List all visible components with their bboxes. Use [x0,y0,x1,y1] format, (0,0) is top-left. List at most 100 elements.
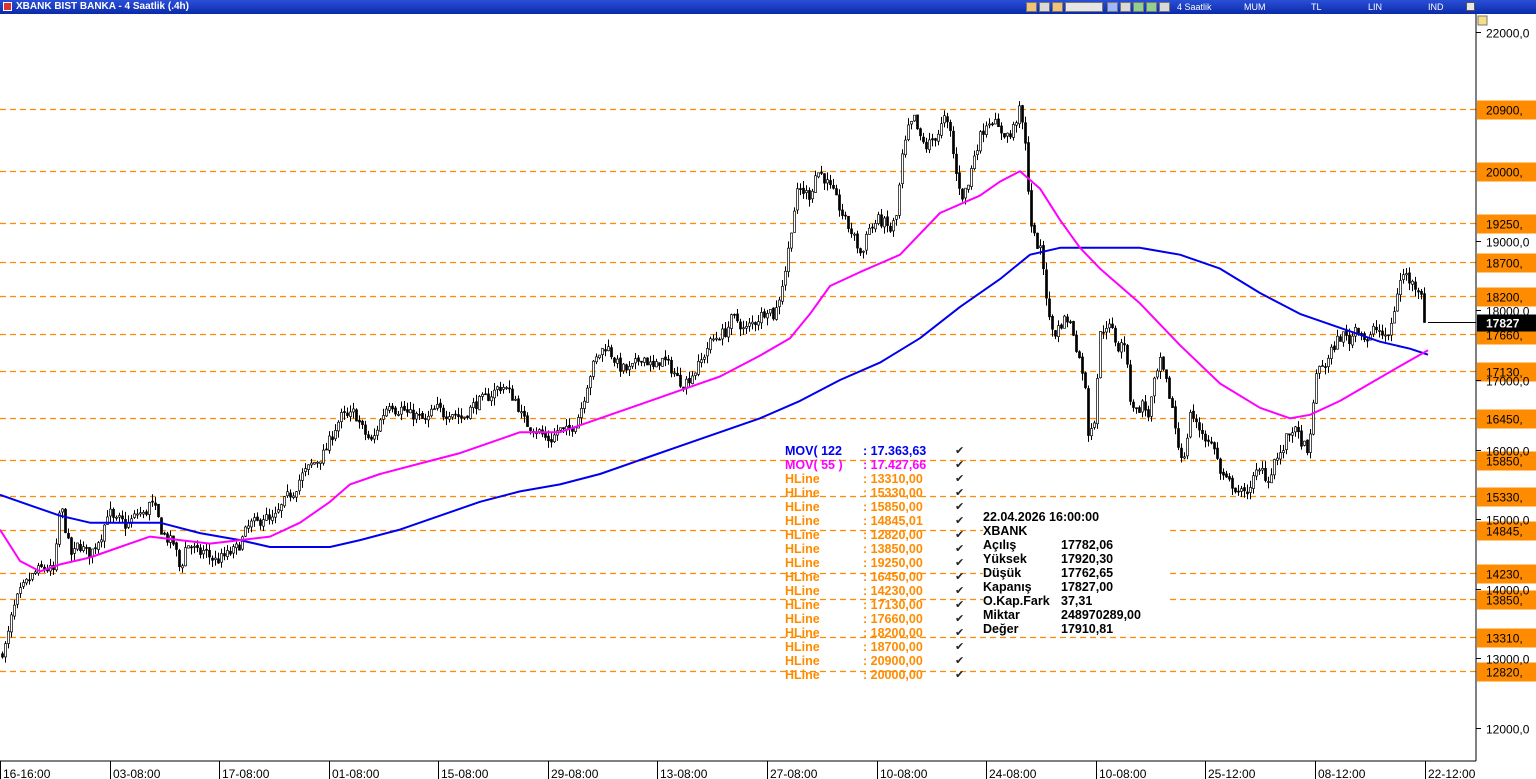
legend-item[interactable]: HLine: 13310,00 ✔ [785,472,965,486]
candle [358,415,361,429]
search-icon[interactable] [1107,2,1118,12]
hline-label: 15850, [1486,455,1523,469]
scale-selector[interactable]: LIN [1368,2,1383,12]
grid-icon[interactable] [1120,2,1131,12]
checkmark-icon[interactable]: ✔ [955,571,965,583]
print-icon[interactable] [1039,2,1050,12]
settings-icon[interactable] [1159,2,1170,12]
legend-item[interactable]: HLine: 14845,01 ✔ [785,514,965,528]
candle-body [721,328,724,340]
checkmark-icon[interactable]: ✔ [955,655,965,667]
legend-name: HLine [785,640,820,654]
checkmark-icon[interactable]: ✔ [955,641,965,653]
y-tick-label: 15000,0 [1486,514,1530,528]
candle [709,336,712,354]
candle [325,442,328,451]
draw-icon[interactable] [1052,2,1063,12]
candle-body [391,405,394,410]
legend-item[interactable]: MOV( 122: 17.363,63 ✔ [785,444,965,458]
legend-item[interactable]: HLine: 15330,00 ✔ [785,486,965,500]
candle [1315,369,1318,405]
candle [1297,421,1300,439]
legend-item[interactable]: HLine: 18200,00 ✔ [785,626,965,640]
legend-item[interactable]: HLine: 16450,00 ✔ [785,570,965,584]
indicator-legend: MOV( 122: 17.363,63 ✔ MOV( 55 ): 17.427,66… [785,444,965,682]
candle [616,355,619,369]
checkmark-icon[interactable]: ✔ [955,487,965,499]
checkmark-icon[interactable]: ✔ [955,585,965,597]
legend-item[interactable]: MOV( 55 ): 17.427,66 ✔ [785,458,965,472]
x-tick-label: 10-08:00 [880,767,928,779]
candle-body [1240,488,1243,492]
indicator-selector[interactable]: IND [1428,2,1444,12]
checkmark-icon[interactable]: ✔ [955,501,965,513]
candle-body [1246,491,1249,495]
candle-body [268,514,271,520]
price-chart[interactable]: 20900, 20000, 19250, 18700, 18200, 17660, 1713… [0,14,1536,779]
candle [361,419,364,429]
checkmark-icon[interactable]: ✔ [955,669,965,681]
candle-body [502,387,505,390]
legend-item[interactable]: HLine: 13850,00 ✔ [785,542,965,556]
candle-body [1195,418,1198,423]
candle-body [1060,324,1063,329]
checkmark-icon[interactable]: ✔ [955,557,965,569]
candle [643,356,646,367]
legend-item[interactable]: HLine: 20000,00 ✔ [785,668,965,682]
scale-lock-icon[interactable] [1477,15,1488,26]
candle-body [1084,372,1087,389]
checkmark-icon[interactable]: ✔ [955,459,965,471]
close-icon[interactable] [1466,2,1475,11]
candle-body [190,546,193,549]
currency-selector[interactable]: TL [1311,2,1322,12]
legend-name: MOV( 122 [785,444,842,458]
period-selector[interactable]: 4 Saatlik [1177,2,1212,12]
zoom-icon[interactable] [1026,2,1037,12]
checkmark-icon[interactable]: ✔ [955,473,965,485]
legend-item[interactable]: HLine: 18700,00 ✔ [785,640,965,654]
candle [1045,262,1048,306]
candle-body [1039,245,1042,248]
candle-body [265,514,268,521]
x-tick-label: 13-08:00 [660,767,708,779]
legend-item[interactable]: HLine: 19250,00 ✔ [785,556,965,570]
last-price-label: 17827 [1486,317,1520,331]
checkmark-icon[interactable]: ✔ [955,515,965,527]
legend-item[interactable]: HLine: 17130,00 ✔ [785,598,965,612]
legend-item[interactable]: HLine: 15850,00 ✔ [785,500,965,514]
candle-body [520,411,523,414]
candle-body [1405,273,1408,276]
candle-body [883,217,886,228]
checkmark-icon[interactable]: ✔ [955,529,965,541]
checkmark-icon[interactable]: ✔ [955,543,965,555]
chart-type-selector[interactable]: MUM [1244,2,1266,12]
checkmark-icon[interactable]: ✔ [955,445,965,457]
period-dropdown[interactable] [1065,2,1103,12]
candle [388,402,391,414]
candle-body [835,188,838,196]
candle-body [1126,344,1129,365]
checkmark-icon[interactable]: ✔ [955,627,965,639]
app-icon[interactable] [3,2,12,11]
candle [787,241,790,278]
legend-value: : 13850,00 [863,542,923,556]
pen-icon[interactable] [1133,2,1144,12]
candle-body [1141,400,1144,413]
candle-body [1255,469,1258,477]
checkmark-icon[interactable]: ✔ [955,599,965,611]
candle-body [1168,377,1171,399]
info-row: Açılış 17782,06 [983,538,1169,552]
candle-body [727,326,730,338]
candle [1408,267,1411,291]
checkmark-icon[interactable]: ✔ [955,613,965,625]
candle [211,555,214,567]
candle [253,513,256,527]
legend-item[interactable]: HLine: 14230,00 ✔ [785,584,965,598]
candle [4,641,7,663]
candle [718,337,721,341]
legend-item[interactable]: HLine: 17660,00 ✔ [785,612,965,626]
legend-item[interactable]: HLine: 20900,00 ✔ [785,654,965,668]
legend-item[interactable]: HLine: 12820,00 ✔ [785,528,965,542]
brush-icon[interactable] [1146,2,1157,12]
candle [844,211,847,220]
